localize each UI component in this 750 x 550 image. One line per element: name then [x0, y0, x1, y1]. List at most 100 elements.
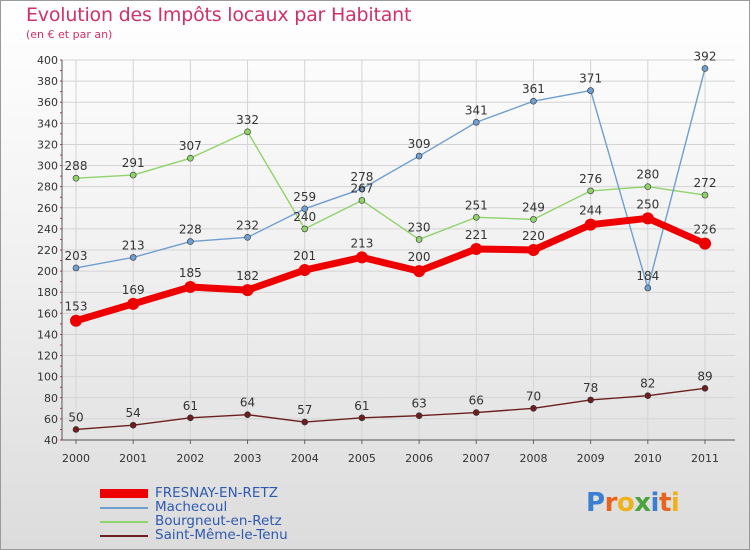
logo-letter: i [670, 488, 680, 518]
x-tick-label: 2001 [119, 452, 147, 465]
data-point [301, 418, 309, 426]
data-label: 82 [640, 377, 655, 391]
data-label: 78 [583, 381, 598, 395]
x-tick-label: 2005 [348, 452, 376, 465]
data-label: 213 [350, 236, 373, 250]
data-point [530, 405, 537, 412]
series-line-saint-m-me-le-tenu [75, 387, 706, 431]
y-tick-label: 180 [37, 286, 58, 299]
data-label: 184 [636, 269, 659, 283]
y-tick-label: 140 [37, 328, 58, 341]
data-label: 226 [694, 223, 717, 237]
y-tick-label: 160 [37, 307, 58, 320]
data-point [472, 118, 480, 126]
logo-letter: P [586, 488, 605, 518]
x-tick-label: 2008 [519, 452, 547, 465]
data-label: 259 [293, 190, 316, 204]
x-tick-label: 2002 [176, 452, 204, 465]
data-point [587, 187, 594, 195]
legend-item: Machecoul [100, 499, 360, 515]
data-label: 392 [694, 49, 717, 63]
data-point [129, 171, 137, 179]
x-tick-label: 2010 [634, 452, 662, 465]
data-label: 332 [236, 113, 259, 127]
data-point [527, 244, 540, 256]
data-point [644, 183, 652, 190]
data-point [244, 234, 251, 241]
data-point [644, 392, 652, 399]
logo-letter: t [658, 488, 671, 518]
data-labels: 50 54 61 64 57 61 63 66 70 78 82 89 288 291 307 332 240 2… [65, 49, 717, 424]
logo-letter: r [604, 488, 618, 518]
data-point [301, 205, 309, 213]
y-tick-label: 300 [37, 160, 58, 173]
data-point [587, 396, 594, 404]
data-label: 251 [465, 198, 488, 212]
data-label: 57 [297, 403, 312, 417]
legend-swatch [100, 535, 148, 537]
data-label: 371 [579, 72, 602, 86]
legend-item: Bourgneut-en-Retz [100, 513, 360, 529]
data-label: 341 [465, 103, 488, 117]
y-tick-label: 240 [37, 223, 58, 236]
data-label: 230 [408, 220, 431, 234]
data-label: 291 [122, 156, 145, 170]
data-label: 185 [179, 266, 202, 280]
series-line-machecoul [75, 67, 706, 289]
logo-letter: i [650, 488, 660, 518]
data-point [301, 225, 309, 233]
data-point [298, 264, 311, 277]
data-label: 278 [350, 170, 373, 184]
data-point [244, 411, 251, 418]
data-label: 309 [408, 137, 431, 151]
data-point [129, 254, 137, 261]
data-point [701, 65, 709, 72]
data-label: 64 [240, 396, 255, 410]
data-label: 50 [68, 410, 83, 424]
data-label: 61 [183, 399, 198, 413]
data-label: 66 [469, 394, 484, 408]
data-point [187, 238, 194, 245]
data-label: 288 [65, 159, 88, 173]
data-label: 244 [579, 204, 602, 218]
data-point [244, 128, 251, 136]
data-point [472, 213, 480, 221]
y-tick-label: 380 [37, 75, 58, 88]
data-point [415, 152, 423, 160]
data-point [530, 216, 537, 223]
series-line-fresnay-en-retz [72, 214, 709, 325]
data-point [699, 237, 711, 250]
data-label: 228 [179, 223, 202, 237]
legend-label: Machecoul [155, 499, 228, 515]
x-tick-label: 2011 [691, 452, 719, 465]
data-label: 267 [350, 181, 373, 195]
legend-item: Saint-Même-le-Tenu [100, 527, 360, 543]
data-label: 249 [522, 200, 545, 214]
data-point [584, 218, 597, 231]
data-label: 272 [694, 176, 717, 190]
legend-label: FRESNAY-EN-RETZ [155, 485, 278, 501]
data-point [358, 414, 366, 422]
legend-label: Bourgneut-en-Retz [155, 513, 282, 529]
x-tick-label: 2009 [577, 452, 605, 465]
y-tick-label: 340 [37, 117, 58, 130]
data-label: 201 [293, 249, 316, 263]
data-label: 307 [179, 139, 202, 153]
x-tick-label: 2004 [291, 452, 319, 465]
data-point [187, 414, 194, 422]
data-point [415, 236, 423, 243]
data-point [72, 264, 80, 272]
data-label: 200 [408, 250, 431, 264]
data-point [472, 409, 480, 416]
x-tick-label: 2006 [405, 452, 433, 465]
data-point [644, 284, 652, 292]
data-point [641, 212, 654, 225]
logo-letter: x [634, 488, 651, 518]
legend-swatch [100, 489, 148, 498]
chart-title: Evolution des Impôts locaux par Habitant [26, 4, 412, 26]
data-point [358, 185, 366, 193]
data-point [129, 421, 137, 429]
grid-lines [62, 59, 735, 441]
